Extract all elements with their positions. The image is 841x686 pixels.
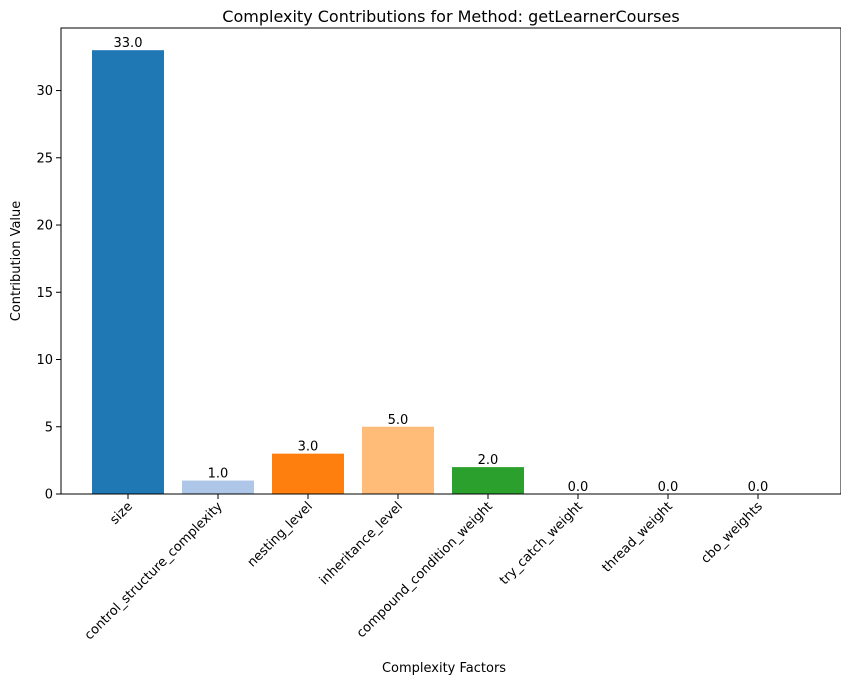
y-tick-label: 20: [36, 219, 53, 234]
y-tick-label: 10: [36, 353, 53, 368]
y-tick-label: 0: [45, 488, 53, 503]
data-label: 33.0: [114, 36, 143, 51]
y-tick-label: 30: [36, 84, 53, 99]
bar-nesting-level: [272, 453, 344, 494]
chart-title: Complexity Contributions for Method: get…: [222, 7, 679, 26]
value-labels-group: 33.0 1.0 3.0 5.0 2.0 0.0 0.0 0.0: [114, 36, 769, 495]
y-tick-label: 15: [36, 286, 53, 301]
bar-size: [92, 50, 164, 494]
x-tick-label: nesting_level: [245, 499, 316, 570]
x-tick-label: control_structure_complexity: [82, 499, 226, 643]
data-label: 0.0: [658, 480, 679, 495]
data-label: 5.0: [388, 413, 409, 428]
data-label: 0.0: [748, 480, 769, 495]
x-axis-label: Complexity Factors: [382, 661, 506, 676]
x-tick-label: size: [107, 499, 135, 527]
x-tick-label: try_catch_weight: [497, 499, 586, 588]
x-tick-label: thread_weight: [599, 499, 675, 575]
data-label: 3.0: [298, 440, 319, 455]
bars-group: [92, 50, 524, 494]
data-label: 1.0: [208, 467, 229, 482]
plot-frame: [60, 27, 841, 495]
bar-compound-condition-weight: [452, 467, 524, 494]
bar-control-structure-complexity: [182, 480, 254, 494]
data-label: 0.0: [568, 480, 589, 495]
y-axis-label: Contribution Value: [9, 201, 24, 322]
data-label: 2.0: [478, 453, 499, 468]
y-tick-label: 5: [45, 420, 53, 435]
x-tick-label: inheritance_level: [317, 499, 406, 588]
bar-inheritance-level: [362, 426, 434, 494]
x-tick-label: cbo_weights: [698, 499, 766, 567]
y-axis: 0 5 10 15 20 25 30: [36, 84, 61, 503]
y-tick-label: 25: [36, 151, 53, 166]
